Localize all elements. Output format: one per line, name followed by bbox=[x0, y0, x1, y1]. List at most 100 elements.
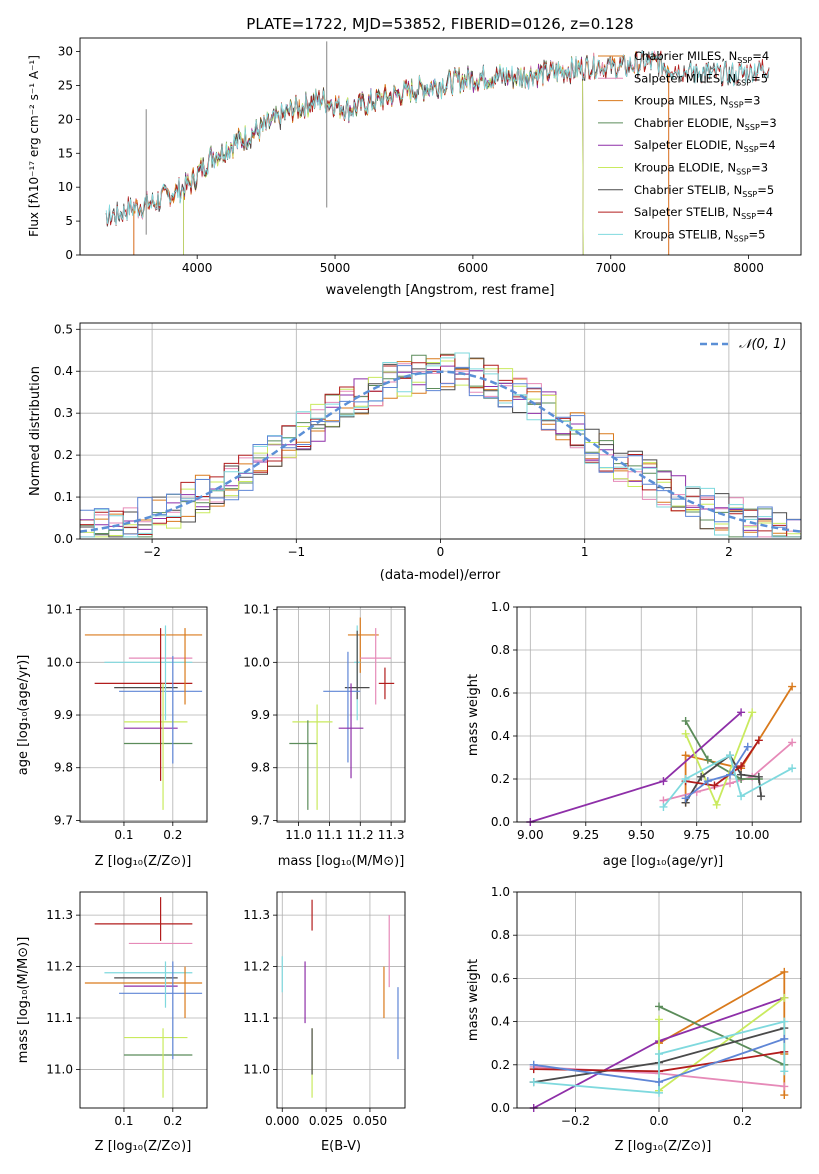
legend-label: Chabrier ELODIE, NSSP=3 bbox=[634, 116, 777, 132]
x-tick-label: 10.00 bbox=[735, 828, 769, 842]
weight-lines bbox=[529, 967, 789, 1112]
errorbars bbox=[289, 617, 395, 810]
age-z-xlabel: Z [log₁₀(Z/Z⊙)] bbox=[95, 854, 192, 869]
weight-marker bbox=[659, 802, 668, 811]
spectrum-xlabel: wavelength [Angstrom, rest frame] bbox=[326, 283, 555, 298]
x-tick-label: −0.2 bbox=[561, 1114, 590, 1128]
x-tick-label: 9.75 bbox=[683, 828, 710, 842]
weight-marker bbox=[788, 682, 797, 691]
x-tick-label: 9.25 bbox=[572, 828, 599, 842]
y-tick-label: 0.4 bbox=[491, 1015, 510, 1029]
y-tick-label: 10.1 bbox=[46, 603, 73, 617]
weight-marker bbox=[655, 1088, 663, 1097]
errorbars bbox=[84, 897, 203, 1098]
weight-marker bbox=[655, 1078, 663, 1087]
weight-marker bbox=[737, 770, 746, 779]
x-tick-label: 2 bbox=[725, 545, 733, 559]
weight-marker bbox=[780, 1091, 789, 1100]
residuals-ylabel: Normed distribution bbox=[28, 366, 43, 496]
y-tick-label: 0.8 bbox=[491, 643, 510, 657]
x-tick-label: −1 bbox=[287, 545, 305, 559]
x-tick-label: 9.50 bbox=[628, 828, 655, 842]
weight-marker bbox=[780, 1017, 789, 1026]
y-tick-label: 30 bbox=[58, 45, 73, 59]
x-tick-label: 0.1 bbox=[114, 828, 133, 842]
y-tick-label: 9.9 bbox=[251, 708, 270, 722]
weight-marker bbox=[712, 800, 721, 809]
legend-label: Salpeter ELODIE, NSSP=4 bbox=[634, 138, 776, 154]
y-tick-label: 1.0 bbox=[491, 885, 510, 899]
x-tick-label: 8000 bbox=[733, 261, 764, 275]
spectrum-series-line bbox=[105, 50, 770, 226]
mass-ebv-xlabel: E(B-V) bbox=[321, 1139, 361, 1154]
legend-label: Kroupa ELODIE, NSSP=3 bbox=[634, 161, 768, 177]
y-tick-label: 1.0 bbox=[491, 600, 510, 614]
errorbars bbox=[281, 899, 399, 1098]
y-tick-label: 11.3 bbox=[46, 908, 73, 922]
x-tick-label: −2 bbox=[143, 545, 161, 559]
y-tick-label: 11.1 bbox=[46, 1011, 73, 1025]
legend-label: Kroupa MILES, NSSP=3 bbox=[634, 94, 760, 110]
age-z-ylabel: age [log₁₀(age/yr)] bbox=[16, 655, 31, 776]
weights-z-xlabel: Z [log₁₀(Z/Z⊙)] bbox=[615, 1139, 712, 1154]
y-tick-label: 0.8 bbox=[491, 928, 510, 942]
residual-histogram bbox=[80, 365, 801, 538]
y-tick-label: 11.0 bbox=[243, 1062, 270, 1076]
weight-marker bbox=[754, 736, 763, 745]
errorbars bbox=[84, 625, 203, 810]
y-tick-label: 0.1 bbox=[54, 490, 73, 504]
residual-histogram bbox=[80, 357, 801, 538]
y-tick-label: 25 bbox=[58, 78, 73, 92]
y-tick-label: 11.0 bbox=[46, 1062, 73, 1076]
y-tick-label: 0.4 bbox=[491, 729, 510, 743]
weight-marker bbox=[681, 775, 690, 783]
weight-marker bbox=[780, 967, 789, 976]
y-tick-label: 11.3 bbox=[243, 908, 270, 922]
y-tick-label: 0.5 bbox=[54, 322, 73, 336]
x-tick-label: 9.00 bbox=[517, 828, 544, 842]
spectrum-series-line bbox=[183, 56, 584, 256]
y-tick-label: 0.4 bbox=[54, 364, 73, 378]
axes-frame bbox=[516, 606, 802, 823]
age-z-panel: 0.1 0.2 9.7 9.8 9.9 10.0 10.1 bbox=[46, 603, 208, 842]
x-tick-label: 0.0 bbox=[649, 1114, 668, 1128]
residuals-xlabel: (data-model)/error bbox=[380, 568, 501, 583]
weight-marker bbox=[780, 1034, 789, 1043]
spectrum-series-line bbox=[133, 52, 670, 255]
weight-marker bbox=[757, 792, 766, 801]
weight-marker bbox=[726, 751, 734, 760]
x-tick-label: 7000 bbox=[595, 261, 626, 275]
axes-frame bbox=[79, 322, 802, 540]
legend-label: Chabrier MILES, NSSP=4 bbox=[634, 49, 769, 65]
weight-lines bbox=[526, 682, 797, 826]
y-tick-label: 0.0 bbox=[491, 815, 510, 829]
x-tick-label: 4000 bbox=[182, 261, 213, 275]
y-tick-label: 0.6 bbox=[491, 971, 510, 985]
weight-marker bbox=[681, 751, 690, 760]
y-tick-label: 0.2 bbox=[491, 1058, 510, 1072]
spectrum-series-line bbox=[183, 57, 584, 256]
weight-marker bbox=[737, 792, 746, 801]
figure-title: PLATE=1722, MJD=53852, FIBERID=0126, z=0… bbox=[246, 15, 633, 33]
y-tick-label: 0.6 bbox=[491, 686, 510, 700]
x-tick-label: 11.1 bbox=[316, 828, 343, 842]
weight-marker bbox=[780, 1082, 789, 1091]
y-tick-label: 15 bbox=[58, 146, 73, 160]
spectrum-series-line bbox=[133, 50, 670, 255]
weight-marker bbox=[726, 770, 734, 779]
weight-marker bbox=[681, 729, 690, 738]
weight-marker bbox=[681, 794, 690, 803]
y-tick-label: 20 bbox=[58, 112, 73, 126]
weight-marker bbox=[703, 777, 712, 786]
y-tick-label: 10.0 bbox=[46, 655, 73, 669]
weight-marker bbox=[788, 764, 797, 773]
weight-series-line bbox=[684, 720, 759, 780]
y-tick-label: 9.7 bbox=[54, 813, 73, 827]
weight-marker bbox=[529, 1078, 538, 1087]
weights-z-ylabel: mass weight bbox=[466, 959, 481, 1041]
x-tick-label: 11.2 bbox=[347, 828, 374, 842]
y-tick-label: 10 bbox=[58, 180, 73, 194]
y-tick-label: 9.9 bbox=[54, 708, 73, 722]
weight-marker bbox=[780, 993, 789, 1002]
spectrum-lines bbox=[105, 41, 770, 256]
